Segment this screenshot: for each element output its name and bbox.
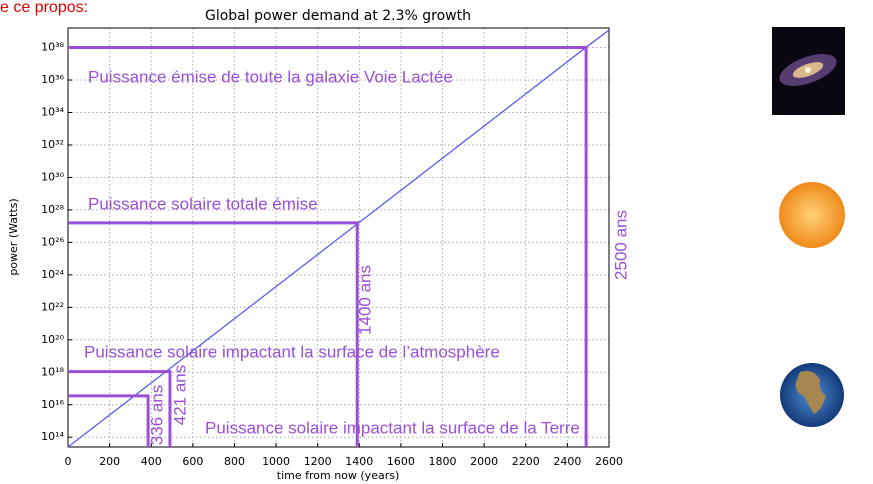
earth-image bbox=[780, 363, 844, 427]
x-tick-label: 1000 bbox=[262, 455, 290, 468]
cut-text: e ce propos: bbox=[0, 0, 88, 16]
y-tick-label: 10²² bbox=[41, 300, 64, 313]
x-tick-label: 2000 bbox=[470, 455, 498, 468]
sun-image bbox=[779, 182, 845, 248]
y-tick-label: 10¹⁶ bbox=[41, 398, 64, 411]
y-tick-label: 10²⁴ bbox=[41, 268, 64, 281]
y-axis-label: power (Watts) bbox=[7, 198, 20, 275]
x-tick-label: 1600 bbox=[387, 455, 415, 468]
x-tick-label: 400 bbox=[141, 455, 162, 468]
x-tick-label: 0 bbox=[65, 455, 72, 468]
x-tick-label: 800 bbox=[224, 455, 245, 468]
x-axis-label: time from now (years) bbox=[277, 469, 400, 482]
x-tick-label: 1800 bbox=[429, 455, 457, 468]
annotation-years: 336 ans bbox=[147, 385, 166, 446]
x-tick-label: 1400 bbox=[345, 455, 373, 468]
chart: e ce propos: Global power demand at 2.3%… bbox=[0, 0, 873, 484]
y-tick-label: 10¹⁴ bbox=[41, 430, 64, 443]
y-tick-label: 10³⁰ bbox=[41, 170, 64, 183]
annotation-years: 1400 ans bbox=[355, 265, 374, 335]
x-tick-label: 200 bbox=[99, 455, 120, 468]
y-tick-label: 10³⁸ bbox=[41, 41, 64, 54]
annotation-years: 421 ans bbox=[170, 365, 189, 426]
x-tick-label: 600 bbox=[182, 455, 203, 468]
galaxy-image bbox=[772, 27, 845, 115]
page: {"chart_data": {"type": "line", "title":… bbox=[0, 0, 873, 484]
y-tick-label: 10³⁶ bbox=[41, 73, 64, 86]
chart-title: Global power demand at 2.3% growth bbox=[205, 8, 471, 24]
annotation-text: Puissance solaire impactant la surface d… bbox=[205, 418, 580, 437]
x-tick-label: 2200 bbox=[512, 455, 540, 468]
annotation-text: Puissance solaire impactant la surface d… bbox=[84, 342, 500, 361]
y-tick-label: 10¹⁸ bbox=[41, 365, 64, 378]
y-tick-label: 10²⁶ bbox=[41, 235, 64, 248]
x-tick-label: 1200 bbox=[304, 455, 332, 468]
annotation-text: Puissance émise de toute la galaxie Voie… bbox=[88, 67, 453, 86]
annotation-text: Puissance solaire totale émise bbox=[88, 194, 318, 213]
y-tick-label: 10³⁴ bbox=[41, 105, 64, 118]
x-tick-label: 2600 bbox=[595, 455, 623, 468]
y-tick-label: 10²⁸ bbox=[41, 203, 64, 216]
x-tick-label: 2400 bbox=[553, 455, 581, 468]
y-tick-label: 10²⁰ bbox=[41, 333, 64, 346]
y-tick-label: 10³² bbox=[41, 138, 64, 151]
annotation-years: 2500 ans bbox=[611, 210, 630, 280]
